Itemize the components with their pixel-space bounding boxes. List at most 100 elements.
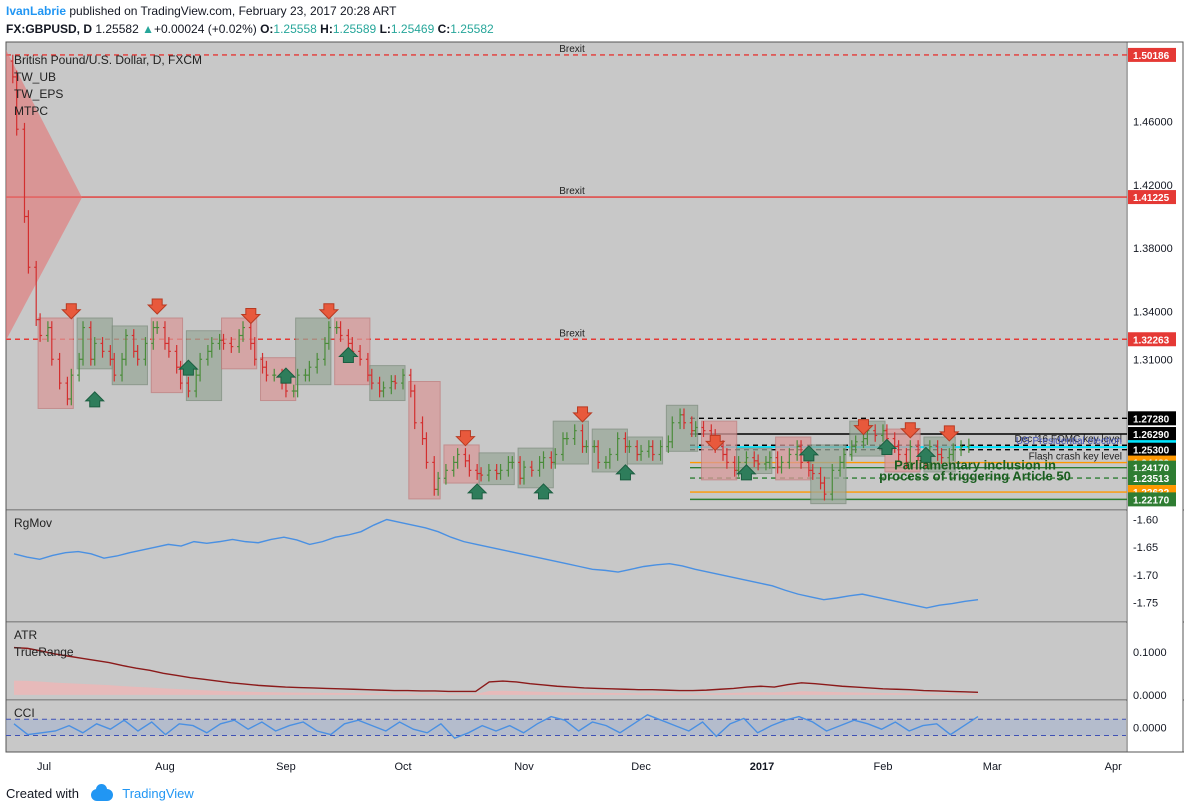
indicator-label: MTPC (14, 104, 48, 118)
last-price: 1.25582 (95, 22, 139, 36)
level-label: Dec '16 FOMC key level (1015, 434, 1123, 445)
indicator-line (13, 714, 979, 740)
annotation-line-1: Parliamentary inclusion in (894, 458, 1056, 473)
buy-arrow-icon (615, 464, 636, 481)
indicator-label: TW_EPS (14, 87, 63, 101)
indicator-tick-label: -1.65 (1133, 542, 1158, 554)
buy-arrow-icon (338, 346, 359, 363)
signal-box (369, 365, 406, 402)
price-badge (1128, 442, 1176, 457)
indicator-tick-label: 0.0000 (1133, 690, 1167, 702)
time-tick-label: Mar (983, 761, 1002, 773)
time-tick-label: Aug (155, 761, 175, 773)
time-tick-label: Oct (394, 761, 411, 773)
price-badge-label: 1.41225 (1133, 193, 1170, 204)
chart-border (5, 41, 1184, 753)
price-tick-label: 1.31000 (1133, 354, 1173, 366)
price-badge (1128, 492, 1176, 507)
indicator-title: ATR (14, 628, 37, 642)
indicator-title: CCI (14, 706, 35, 720)
buy-arrow-icon (798, 445, 820, 462)
truerange-area (14, 680, 978, 695)
buy-arrow-icon (178, 359, 199, 376)
signal-box (552, 420, 589, 465)
signal-box (626, 436, 664, 465)
sell-arrow-icon (318, 303, 340, 320)
indicator-subtitle: TrueRange (14, 645, 74, 659)
change-up-icon: ▲ (142, 22, 154, 36)
indicator-tick-label: -1.60 (1133, 515, 1158, 527)
price-badge-label: 1.32263 (1133, 335, 1170, 346)
created-with: Created with (6, 786, 79, 801)
sell-arrow-icon (572, 406, 593, 423)
c-label: C: (437, 22, 451, 36)
sell-arrow-icon (146, 298, 168, 315)
time-tick-label: Nov (514, 761, 534, 773)
level-label: Brexit (559, 186, 585, 197)
signal-box (408, 380, 441, 500)
author-link[interactable]: IvanLabrie (6, 4, 67, 18)
l-label: L: (379, 22, 391, 36)
pane-bg-2 (6, 623, 1126, 700)
price-badge (1128, 411, 1176, 426)
sell-arrow-icon (853, 419, 874, 436)
time-tick-label: Jul (37, 761, 51, 773)
indicator-tick-label: -1.70 (1133, 570, 1158, 582)
signal-box (295, 317, 332, 386)
indicator-line (13, 646, 979, 693)
buy-arrow-icon (915, 446, 937, 463)
h-value: 1.25589 (332, 22, 377, 36)
price-tick-label: 1.46000 (1133, 116, 1173, 128)
h-label: H: (320, 22, 333, 36)
sell-arrow-icon (900, 422, 921, 439)
indicator-label: TW_UB (14, 70, 56, 84)
buy-arrow-icon (84, 391, 105, 408)
signal-box (665, 404, 699, 452)
price-badge-label: 1.50186 (1133, 51, 1170, 62)
tradingview-logo-icon (90, 783, 113, 801)
indicator-title: RgMov (14, 516, 52, 530)
time-tick-label: Apr (1105, 761, 1122, 773)
price-badge-label: 1.22170 (1133, 495, 1170, 506)
publish-info: IvanLabrie published on TradingView.com,… (6, 4, 396, 18)
level-label: Brexit (559, 44, 585, 55)
symbol: FX:GBPUSD, D (6, 22, 93, 36)
signal-box (150, 317, 184, 394)
sell-arrow-icon (61, 303, 82, 320)
published-text: published on TradingView.com, February 2… (69, 4, 397, 18)
buy-arrow-icon (876, 438, 898, 455)
price-tick-label: 1.34000 (1133, 307, 1173, 319)
footer: Created with TradingView (6, 783, 194, 801)
chart-canvas[interactable]: 1.46000 1.42000 1.38000 1.34000 1.31000 Brexi… (0, 40, 1184, 780)
level-label: Brexit (559, 328, 585, 339)
sell-arrow-icon (455, 430, 476, 447)
price-badge (1128, 471, 1176, 486)
tradingview-link[interactable]: TradingView (122, 786, 194, 801)
price-axis (1127, 42, 1183, 752)
sell-arrow-icon (939, 425, 960, 442)
price-badge (1128, 190, 1176, 205)
price-tick-label: 1.38000 (1133, 243, 1173, 255)
c-value: 1.25582 (450, 22, 494, 36)
price-badge-label: 1.24170 (1133, 464, 1170, 475)
price-badge-label: 1.27280 (1133, 414, 1170, 425)
time-tick-label: Sep (276, 761, 296, 773)
price-badge (1128, 47, 1176, 62)
quote-line: FX:GBPUSD, D 1.25582 ▲+0.00024 (+0.02%) … (6, 22, 494, 36)
buy-arrow-icon (275, 367, 297, 384)
change: +0.00024 (+0.02%) (153, 22, 257, 36)
signal-box (443, 444, 480, 484)
signal-box (517, 447, 554, 489)
signal-box (111, 325, 148, 386)
pane-bg-1 (6, 511, 1126, 622)
price-badge-label: 1.23513 (1133, 474, 1170, 485)
price-tick-label: 1.42000 (1133, 180, 1173, 192)
o-label: O: (260, 22, 274, 36)
level-label: US Presidential election (1016, 436, 1122, 447)
indicator-tick-label: 0.0000 (1133, 722, 1167, 734)
time-tick-label: Dec (631, 761, 651, 773)
indicator-tick-label: -1.75 (1133, 597, 1158, 609)
time-tick-label: Feb (874, 761, 893, 773)
main-title: British Pound/U.S. Dollar, D, FXCM (14, 53, 202, 67)
indicator-line (13, 518, 979, 609)
